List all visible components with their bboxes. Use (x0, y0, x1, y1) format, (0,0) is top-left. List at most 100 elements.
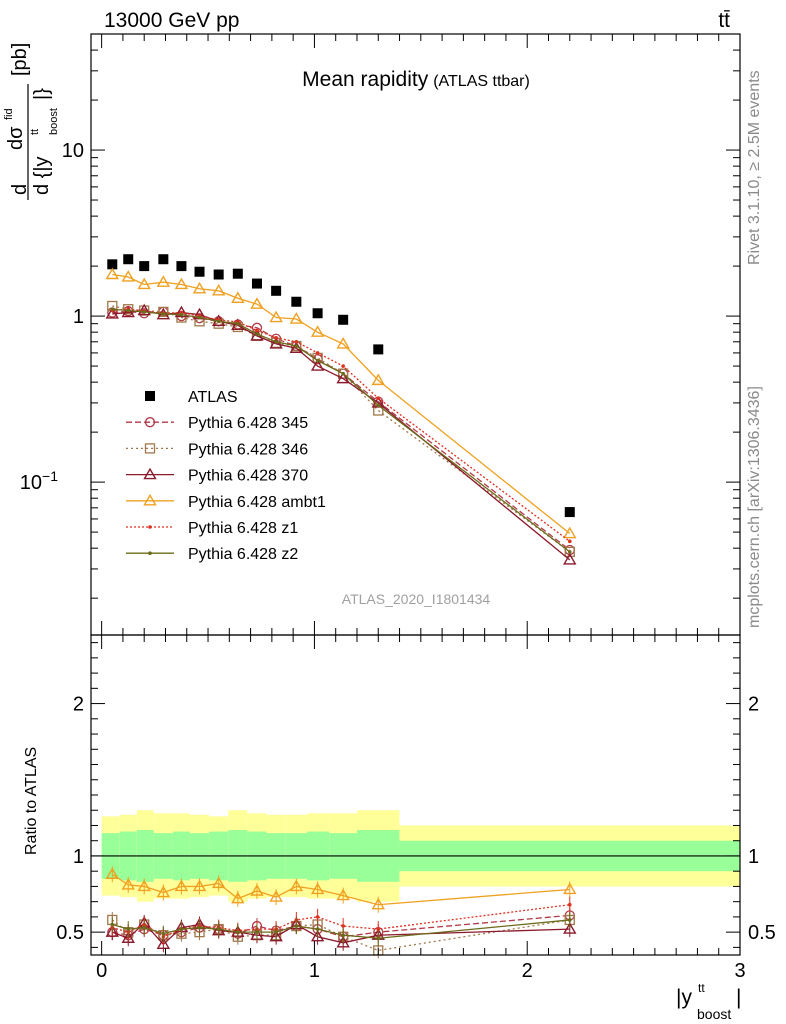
ratio-y-tick-label: 0.5 (56, 922, 84, 944)
data-point (137, 277, 151, 290)
data-point (310, 359, 325, 371)
legend-marker (144, 417, 156, 428)
data-point (376, 403, 381, 408)
legend-entry-pythia-6-428-345: Pythia 6.428 345 (126, 415, 308, 432)
x-tick-label: 0 (96, 960, 107, 982)
ratio-point (567, 902, 572, 907)
svg-text:boost: boost (48, 108, 60, 135)
data-point (255, 332, 259, 336)
data-point (121, 270, 135, 282)
data-point (105, 267, 119, 280)
data-point (341, 371, 345, 376)
data-point (236, 321, 240, 326)
data-point (373, 344, 384, 355)
ratio-point (563, 882, 577, 895)
ratio-point (294, 924, 299, 928)
ratio-point (371, 897, 385, 910)
data-point (274, 335, 278, 340)
mcplots-label: mcplots.cern.ch [arXiv:1306.3436] (746, 386, 763, 628)
svg-text:|y: |y (676, 986, 692, 1009)
main-plot-frame (90, 33, 741, 636)
ratio-plot-frame (90, 634, 741, 956)
data-point (274, 340, 278, 344)
ratio-point (126, 927, 131, 931)
ratio-point (250, 884, 264, 896)
data-point (250, 297, 264, 309)
legend-entry-pythia-6-428-z1: Pythia 6.428 z1 (126, 520, 298, 537)
svg-text:tt: tt (29, 129, 41, 135)
data-point (174, 277, 189, 290)
ratio-point (121, 931, 135, 943)
legend-label: Pythia 6.428 ambt1 (188, 494, 326, 511)
ratio-point (376, 927, 381, 931)
data-point (142, 310, 146, 314)
ratio-point (142, 925, 146, 930)
x-tick-label: 1 (309, 960, 320, 982)
ratio-plot-panel: 2 2 1 1 0.5 0.5 0 1 2 3 Ratio to ATLAS |y tt boo… (23, 634, 776, 1022)
ratio-point (192, 879, 207, 892)
ratio-point (563, 922, 577, 934)
data-point (194, 266, 205, 277)
ratio-point (110, 922, 115, 927)
ratio-point (211, 876, 226, 889)
svg-text:[pb]: [pb] (9, 43, 31, 76)
legend-entry-pythia-6-428-ambt1: Pythia 6.428 ambt1 (126, 494, 326, 511)
data-point (216, 319, 221, 324)
data-point (564, 546, 575, 558)
legend-label: Pythia 6.428 345 (188, 415, 308, 432)
legend-marker (148, 525, 152, 529)
ratio-axis-label: Ratio to ATLAS (23, 747, 40, 855)
data-point (315, 358, 320, 363)
ratio-point (341, 933, 345, 937)
ratio-y-tick-label-right: 0.5 (748, 922, 776, 944)
ratio-point (255, 930, 259, 934)
data-point (289, 312, 304, 324)
legend-entry-pythia-6-428-z2: Pythia 6.428 z2 (126, 546, 298, 563)
ratio-point (156, 937, 171, 950)
ratio-point (567, 918, 572, 922)
data-point (567, 539, 572, 544)
data-point (251, 278, 262, 289)
series-pythia-6-428-346 (107, 300, 575, 558)
data-point (312, 308, 323, 319)
legend-marker (143, 493, 157, 506)
ratio-point (315, 927, 320, 931)
main-title: Mean rapidity (ATLAS ttbar) (302, 68, 530, 91)
legend-label: Pythia 6.428 z2 (188, 546, 298, 563)
header-energy-label: 13000 GeV pp (104, 9, 239, 32)
ratio-point (156, 885, 171, 898)
series-line (112, 310, 571, 551)
data-point (315, 351, 320, 355)
legend-entry-atlas: ATLAS (145, 389, 238, 406)
data-point (161, 312, 166, 316)
data-point (197, 315, 202, 320)
ratio-point (310, 929, 325, 942)
y-tick-label: 1 (73, 306, 84, 328)
ratio-point (269, 929, 283, 942)
ratio-point (231, 891, 245, 904)
data-point (139, 261, 150, 272)
data-point (121, 305, 135, 318)
legend-marker (148, 551, 152, 555)
data-point (294, 340, 299, 344)
legend-entry-pythia-6-428-346: Pythia 6.428 346 (126, 441, 308, 458)
data-point (176, 261, 187, 272)
series-pythia-6-428-370 (105, 303, 577, 565)
data-point (371, 373, 385, 386)
series-pythia-6-428-345 (107, 306, 575, 556)
ratio-point (336, 935, 350, 948)
data-point (231, 291, 245, 303)
legend-label: Pythia 6.428 346 (188, 441, 308, 458)
data-point (156, 275, 171, 287)
series-line (112, 273, 571, 535)
data-point (110, 307, 115, 312)
data-point (271, 285, 282, 296)
ratio-point (236, 930, 240, 934)
data-point (174, 305, 189, 318)
data-point (211, 283, 226, 296)
legend-marker (145, 391, 155, 401)
series-pythia-6-428-ambt1 (105, 267, 577, 539)
series-line (112, 308, 571, 553)
data-point (192, 281, 207, 294)
